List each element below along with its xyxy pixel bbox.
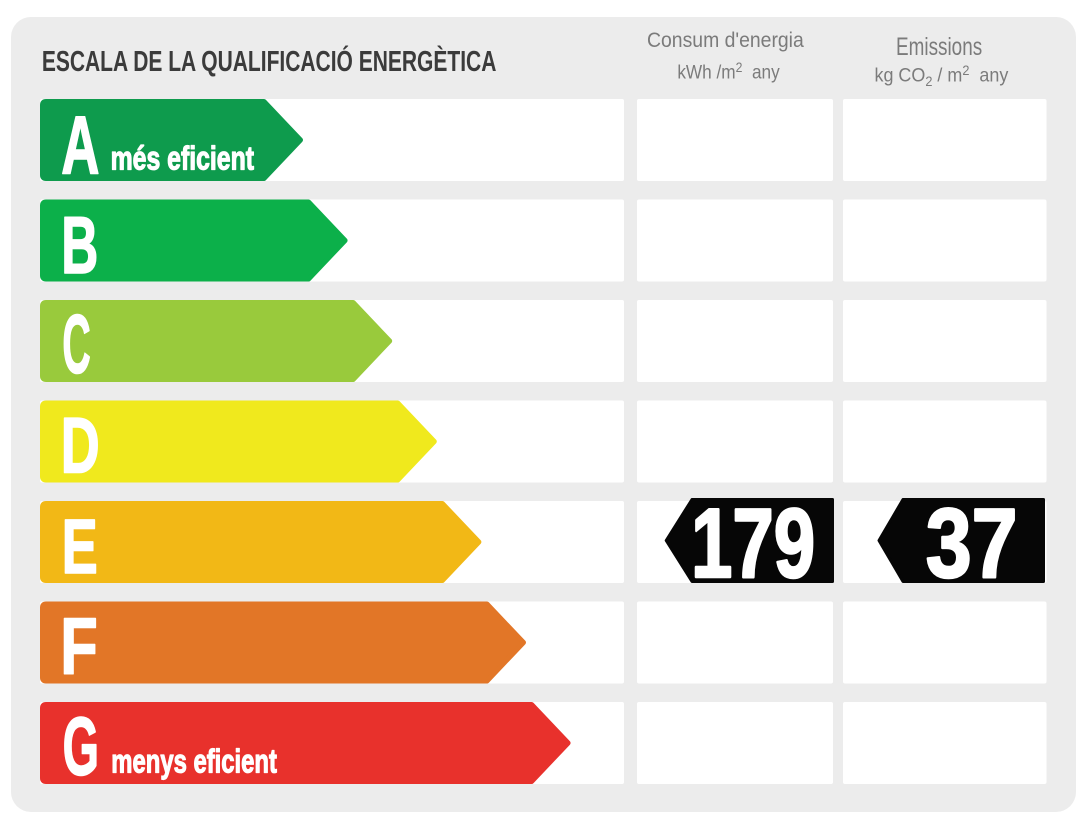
svg-text:E: E [62, 505, 98, 591]
svg-text:F: F [60, 603, 97, 692]
svg-text:Emissions: Emissions [896, 32, 982, 60]
svg-text:G: G [63, 701, 99, 793]
svg-text:179: 179 [691, 488, 815, 599]
svg-text:C: C [62, 297, 90, 390]
svg-text:37: 37 [926, 489, 1018, 598]
svg-text:més eficient: més eficient [111, 140, 255, 177]
svg-text:menys eficient: menys eficient [111, 743, 277, 780]
svg-text:ESCALA DE LA QUALIFICACIÓ ENER: ESCALA DE LA QUALIFICACIÓ ENERGÈTICA [42, 44, 497, 78]
svg-text:D: D [61, 402, 100, 490]
svg-text:kWh /m2 any: kWh /m2 any [677, 59, 780, 82]
svg-text:kg CO2 / m2 any: kg CO2 / m2 any [874, 63, 1009, 89]
svg-text:A: A [61, 98, 99, 191]
svg-text:B: B [61, 201, 98, 290]
svg-text:Consum d'energia: Consum d'energia [647, 29, 804, 52]
